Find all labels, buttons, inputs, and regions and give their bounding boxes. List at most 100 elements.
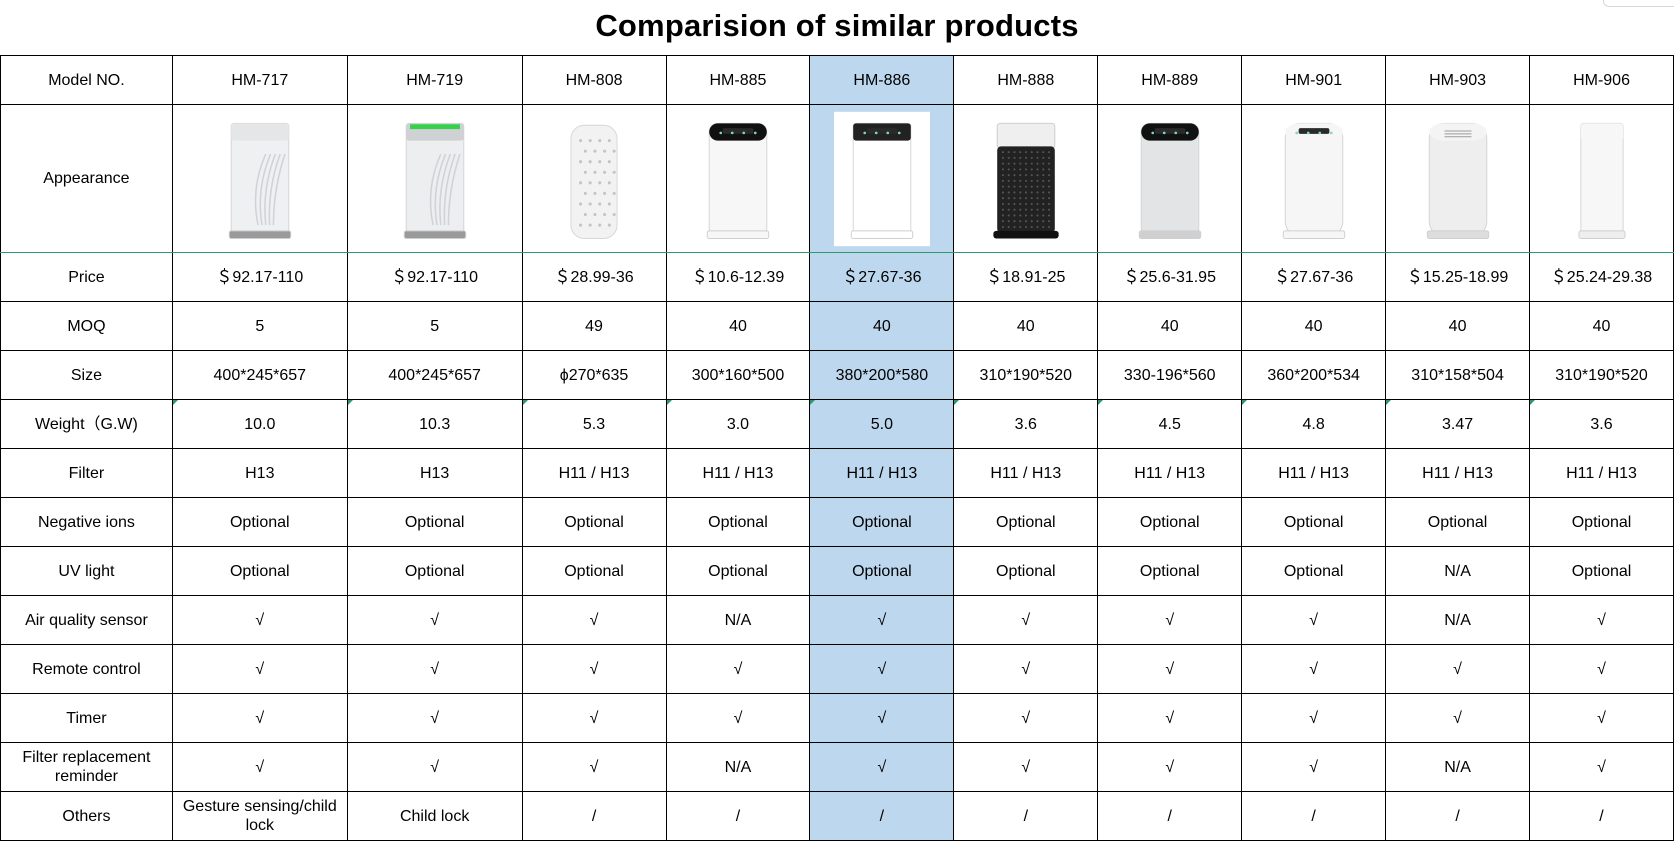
- product-image-hm-717: [228, 122, 291, 239]
- cell-timer-hm-885: √: [665, 693, 811, 743]
- row-label: Filter: [0, 448, 173, 498]
- row-label: MOQ: [0, 301, 173, 351]
- row-filter: Filter H13 H13 H11 / H13 H11 / H13 H11 / H13…: [0, 448, 1674, 498]
- product-image-cell-hm-903: [1385, 104, 1531, 253]
- cell-uv-light-hm-885: Optional: [665, 546, 811, 596]
- cell-others-hm-888: /: [953, 791, 1099, 841]
- cell-moq-hm-808: 49: [521, 301, 667, 351]
- product-image-hm-889: [1138, 122, 1201, 239]
- cell-others-hm-717: Gesture sensing/child lock: [171, 791, 348, 841]
- cell-filter-hm-888: H11 / H13: [953, 448, 1099, 498]
- cell-size-hm-889: 330-196*560: [1097, 350, 1243, 400]
- row-timer: Timer √ √ √ √ √ √ √ √ √ √: [0, 693, 1674, 743]
- product-image-cell-hm-888: [953, 104, 1099, 253]
- cell-remote-hm-901: √: [1241, 644, 1387, 694]
- cell-timer-hm-889: √: [1097, 693, 1243, 743]
- cell-filter-reminder-hm-808: √: [521, 742, 667, 792]
- cell-air-quality-hm-901: √: [1241, 595, 1387, 645]
- cell-model-hm-889: HM-889: [1097, 55, 1243, 105]
- cell-price-hm-888: ＄18.91-25: [953, 252, 1099, 302]
- cell-uv-light-hm-886: Optional: [809, 546, 955, 596]
- cell-negative-ions-hm-901: Optional: [1241, 497, 1387, 547]
- cell-uv-light-hm-903: N/A: [1385, 546, 1531, 596]
- page-title: Comparision of similar products: [595, 8, 1079, 43]
- product-image-hm-901: [1282, 122, 1345, 239]
- cell-others-hm-906: /: [1529, 791, 1674, 841]
- cell-weight-hm-889: 4.5: [1097, 399, 1243, 449]
- cell-timer-hm-906: √: [1529, 693, 1674, 743]
- cell-uv-light-hm-889: Optional: [1097, 546, 1243, 596]
- row-others: Others Gesture sensing/child lock Child l…: [0, 791, 1674, 841]
- cell-timer-hm-901: √: [1241, 693, 1387, 743]
- cell-moq-hm-886: 40: [809, 301, 955, 351]
- cell-air-quality-hm-885: N/A: [665, 595, 811, 645]
- row-filter-reminder: Filter replacement reminder √ √ √ N/A √ √ √ √ N/…: [0, 742, 1674, 792]
- row-label: Air quality sensor: [0, 595, 173, 645]
- product-image-cell-hm-901: [1241, 104, 1387, 253]
- cell-size-hm-886: 380*200*580: [809, 350, 955, 400]
- cell-moq-hm-719: 5: [346, 301, 523, 351]
- product-image-cell-hm-808: [521, 104, 667, 253]
- cell-negative-ions-hm-903: Optional: [1385, 497, 1531, 547]
- cell-weight-hm-717: 10.0: [171, 399, 348, 449]
- cell-model-hm-808: HM-808: [521, 55, 667, 105]
- cell-filter-reminder-hm-906: √: [1529, 742, 1674, 792]
- cell-uv-light-hm-888: Optional: [953, 546, 1099, 596]
- cell-filter-hm-889: H11 / H13: [1097, 448, 1243, 498]
- cell-size-hm-885: 300*160*500: [665, 350, 811, 400]
- cell-remote-hm-903: √: [1385, 644, 1531, 694]
- product-image-hm-885: [706, 122, 770, 239]
- cell-others-hm-886: /: [809, 791, 955, 841]
- row-label: Filter replacement reminder: [0, 742, 173, 792]
- cell-timer-hm-808: √: [521, 693, 667, 743]
- cell-size-hm-906: 310*190*520: [1529, 350, 1674, 400]
- cell-uv-light-hm-906: Optional: [1529, 546, 1674, 596]
- cell-size-hm-717: 400*245*657: [171, 350, 348, 400]
- row-appearance: Appearance: [0, 104, 1674, 253]
- cell-size-hm-808: ϕ270*635: [521, 350, 667, 400]
- cell-filter-reminder-hm-717: √: [171, 742, 348, 792]
- cell-price-hm-906: ＄25.24-29.38: [1529, 252, 1674, 302]
- cell-price-hm-808: ＄28.99-36: [521, 252, 667, 302]
- cell-remote-hm-888: √: [953, 644, 1099, 694]
- cell-uv-light-hm-901: Optional: [1241, 546, 1387, 596]
- cell-price-hm-901: ＄27.67-36: [1241, 252, 1387, 302]
- cell-filter-hm-885: H11 / H13: [665, 448, 811, 498]
- cell-remote-hm-885: √: [665, 644, 811, 694]
- cell-filter-reminder-hm-903: N/A: [1385, 742, 1531, 792]
- row-label: Timer: [0, 693, 173, 743]
- cell-uv-light-hm-719: Optional: [346, 546, 523, 596]
- product-image-hm-886: [833, 111, 930, 246]
- cell-others-hm-885: /: [665, 791, 811, 841]
- cell-air-quality-hm-717: √: [171, 595, 348, 645]
- cell-uv-light-hm-717: Optional: [171, 546, 348, 596]
- cell-others-hm-889: /: [1097, 791, 1243, 841]
- product-image-cell-hm-886: [809, 104, 955, 253]
- row-label: Size: [0, 350, 173, 400]
- cell-model-hm-886: HM-886: [809, 55, 955, 105]
- cell-filter-hm-719: H13: [346, 448, 523, 498]
- product-image-cell-hm-906: [1529, 104, 1674, 253]
- cell-weight-hm-888: 3.6: [953, 399, 1099, 449]
- cell-negative-ions-hm-889: Optional: [1097, 497, 1243, 547]
- row-label: Negative ions: [0, 497, 173, 547]
- cell-air-quality-hm-906: √: [1529, 595, 1674, 645]
- cell-filter-reminder-hm-885: N/A: [665, 742, 811, 792]
- row-weight: Weight（G.W) 10.0 10.3 5.3 3.0 5.0 3.6 4.5 4.8 3.…: [0, 399, 1674, 449]
- cell-timer-hm-903: √: [1385, 693, 1531, 743]
- row-price: Price ＄92.17-110 ＄92.17-110 ＄28.99-36 ＄10.6…: [0, 252, 1674, 302]
- row-label: Appearance: [0, 104, 173, 253]
- cell-size-hm-888: 310*190*520: [953, 350, 1099, 400]
- row-label: UV light: [0, 546, 173, 596]
- row-label: Others: [0, 791, 173, 841]
- row-remote-control: Remote control √ √ √ √ √ √ √ √ √ √: [0, 644, 1674, 694]
- cell-filter-reminder-hm-886: √: [809, 742, 955, 792]
- cell-price-hm-903: ＄15.25-18.99: [1385, 252, 1531, 302]
- cell-filter-hm-886: H11 / H13: [809, 448, 955, 498]
- cell-timer-hm-886: √: [809, 693, 955, 743]
- cell-remote-hm-808: √: [521, 644, 667, 694]
- cell-moq-hm-889: 40: [1097, 301, 1243, 351]
- cell-others-hm-719: Child lock: [346, 791, 523, 841]
- cell-weight-hm-886: 5.0: [809, 399, 955, 449]
- row-label: Weight（G.W): [0, 399, 173, 449]
